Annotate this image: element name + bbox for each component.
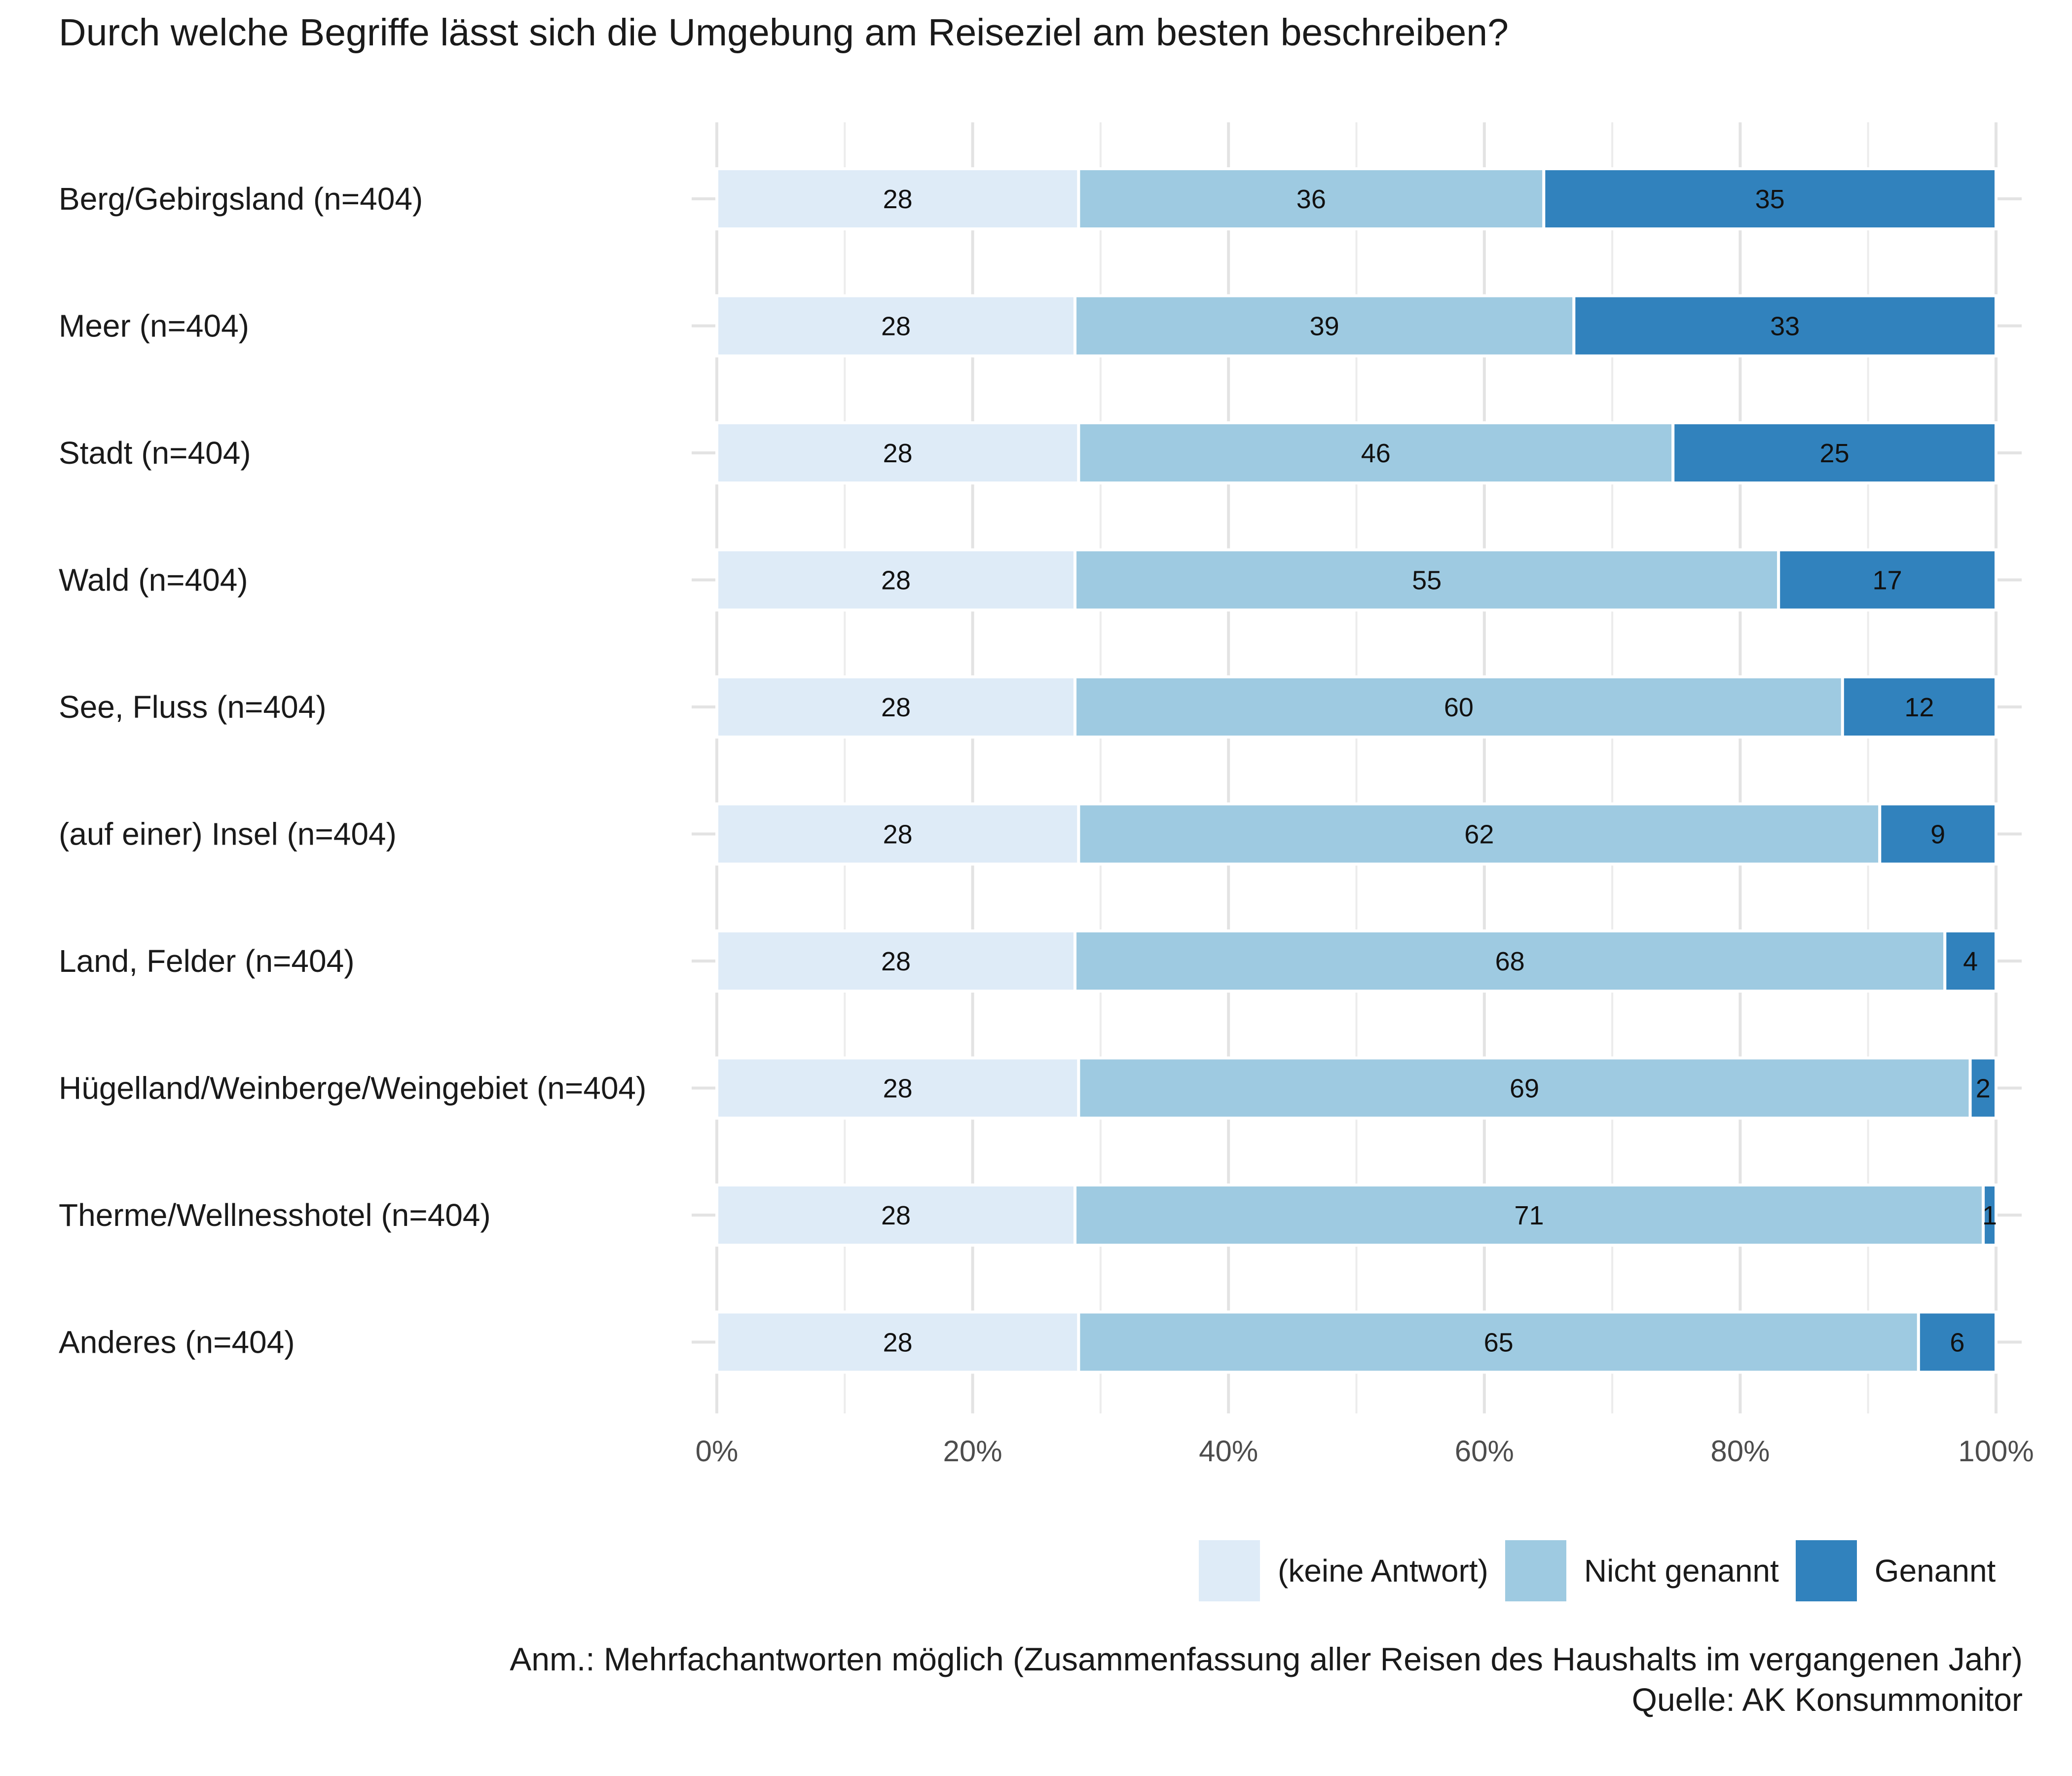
bar-value-label: 6 bbox=[1950, 1328, 1964, 1358]
legend-label-nicht-genannt: Nicht genannt bbox=[1584, 1553, 1779, 1589]
bar-value-label: 2 bbox=[1976, 1074, 1991, 1104]
legend-item-genannt: Genannt bbox=[1795, 1540, 1996, 1601]
category-label: Stadt (n=404) bbox=[59, 435, 251, 471]
bar-segment bbox=[715, 802, 1080, 866]
x-tick-label: 60% bbox=[1455, 1435, 1514, 1468]
category-label: Anderes (n=404) bbox=[59, 1325, 295, 1360]
bar-value-label: 12 bbox=[1904, 693, 1934, 722]
bar-value-label: 55 bbox=[1412, 566, 1442, 595]
legend: (keine Antwort) Nicht genannt Genannt bbox=[1199, 1539, 2012, 1602]
x-tick-label: 0% bbox=[696, 1435, 739, 1468]
bar-segment bbox=[1943, 929, 1998, 993]
category-label: Therme/Wellnesshotel (n=404) bbox=[59, 1197, 491, 1233]
bar-value-label: 71 bbox=[1515, 1201, 1544, 1230]
legend-swatch-nicht-genannt bbox=[1505, 1540, 1566, 1601]
bar-segment bbox=[1073, 929, 1947, 993]
chart-footnote: Anm.: Mehrfachantworten möglich (Zusamme… bbox=[510, 1639, 2023, 1720]
bar-segment bbox=[1572, 294, 1998, 358]
bar-value-label: 46 bbox=[1361, 439, 1391, 468]
bar-segment bbox=[1073, 1184, 1985, 1247]
bar-value-label: 28 bbox=[883, 1074, 913, 1104]
category-label: (auf einer) Insel (n=404) bbox=[59, 816, 397, 852]
bar-value-label: 69 bbox=[1510, 1074, 1539, 1104]
note-text: Anm.: Mehrfachantworten möglich (Zusamme… bbox=[510, 1641, 2023, 1677]
legend-label-keine-antwort: (keine Antwort) bbox=[1278, 1553, 1488, 1589]
legend-swatch-keine-antwort bbox=[1199, 1540, 1260, 1601]
bar-segment bbox=[1077, 802, 1882, 866]
bar-value-label: 28 bbox=[883, 439, 913, 468]
x-tick-label: 80% bbox=[1710, 1435, 1770, 1468]
bar-value-label: 36 bbox=[1296, 185, 1326, 214]
legend-swatch-genannt bbox=[1795, 1540, 1857, 1601]
bar-value-label: 28 bbox=[881, 312, 911, 341]
category-label: Meer (n=404) bbox=[59, 308, 249, 344]
bar-value-label: 28 bbox=[883, 185, 913, 214]
bar-segment bbox=[715, 294, 1077, 358]
bar-segment bbox=[1077, 1056, 1972, 1120]
bar-segment bbox=[1917, 1310, 1998, 1374]
bar-value-label: 1 bbox=[1982, 1201, 1997, 1230]
legend-label-genannt: Genannt bbox=[1874, 1553, 1996, 1589]
bar-segment bbox=[1968, 1056, 1998, 1120]
bar-segment bbox=[715, 675, 1077, 739]
legend-item-nicht-genannt: Nicht genannt bbox=[1505, 1540, 1779, 1601]
category-label: See, Fluss (n=404) bbox=[59, 689, 327, 725]
bar-value-label: 28 bbox=[881, 693, 911, 722]
x-tick-label: 100% bbox=[1958, 1435, 2034, 1468]
chart-title: Durch welche Begriffe lässt sich die Umg… bbox=[59, 11, 1509, 54]
x-tick-label: 40% bbox=[1199, 1435, 1258, 1468]
bar-value-label: 28 bbox=[881, 1201, 911, 1230]
bar-segment bbox=[1878, 802, 1998, 866]
bar-value-label: 28 bbox=[883, 820, 913, 850]
source-text: Quelle: AK Konsummonitor bbox=[1631, 1681, 2023, 1718]
bar-segment bbox=[1841, 675, 1998, 739]
bar-value-label: 65 bbox=[1484, 1328, 1514, 1358]
bar-value-label: 4 bbox=[1963, 947, 1978, 976]
bar-segment bbox=[1073, 548, 1780, 612]
bar-segment bbox=[1077, 1310, 1920, 1374]
bar-value-label: 60 bbox=[1444, 693, 1474, 722]
bar-value-label: 35 bbox=[1755, 185, 1785, 214]
bar-value-label: 28 bbox=[881, 566, 911, 595]
bar-segment bbox=[715, 1310, 1080, 1374]
bar-value-label: 28 bbox=[881, 947, 911, 976]
bar-value-label: 17 bbox=[1873, 566, 1902, 595]
bar-segment bbox=[1777, 548, 1998, 612]
bar-segment bbox=[715, 167, 1080, 230]
bar-segment bbox=[1077, 421, 1675, 484]
bar-value-label: 39 bbox=[1310, 312, 1339, 341]
category-label: Berg/Gebirgsland (n=404) bbox=[59, 181, 423, 217]
bar-segment bbox=[1982, 1184, 1998, 1247]
bar-value-label: 28 bbox=[883, 1328, 913, 1358]
bar-segment bbox=[1073, 675, 1844, 739]
category-label: Land, Felder (n=404) bbox=[59, 943, 355, 979]
bar-segment bbox=[715, 548, 1077, 612]
category-label: Hügelland/Weinberge/Weingebiet (n=404) bbox=[59, 1071, 646, 1106]
category-label: Wald (n=404) bbox=[59, 562, 248, 598]
bar-segment bbox=[1671, 421, 1998, 484]
bar-segment bbox=[1542, 167, 1998, 230]
legend-item-keine-antwort: (keine Antwort) bbox=[1199, 1540, 1488, 1601]
bar-segment bbox=[715, 929, 1077, 993]
bar-segment bbox=[1077, 167, 1546, 230]
bar-value-label: 33 bbox=[1770, 312, 1800, 341]
bar-value-label: 68 bbox=[1495, 947, 1525, 976]
bar-value-label: 9 bbox=[1930, 820, 1945, 850]
bar-value-label: 25 bbox=[1820, 439, 1850, 468]
bar-value-label: 62 bbox=[1464, 820, 1494, 850]
bar-segment bbox=[715, 1056, 1080, 1120]
x-tick-label: 20% bbox=[943, 1435, 1002, 1468]
